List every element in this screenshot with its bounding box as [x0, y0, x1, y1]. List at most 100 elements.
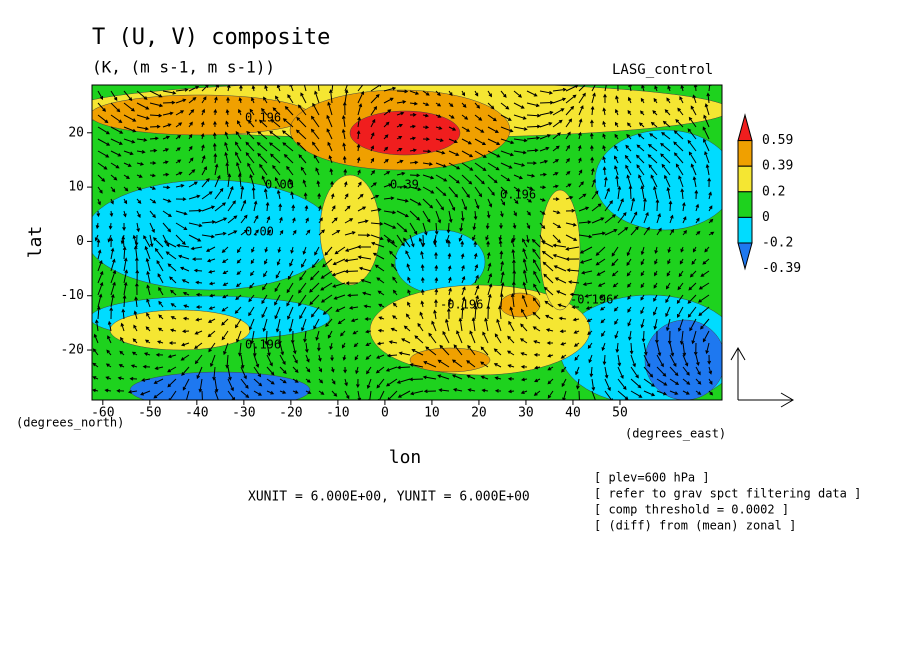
- vector-arrow: [407, 276, 411, 284]
- vector-arrow: [353, 342, 359, 348]
- vector-arrow: [357, 116, 361, 128]
- vector-arrow: [544, 300, 554, 308]
- vector-arrow: [614, 133, 619, 140]
- vector-arrow: [355, 366, 359, 375]
- vector-arrow: [281, 130, 294, 140]
- vector-arrow: [494, 333, 502, 344]
- vector-arrow: [682, 390, 690, 395]
- vector-arrow: [396, 148, 403, 152]
- vector-arrow: [448, 287, 452, 296]
- vector-arrow: [493, 348, 502, 356]
- vector-arrow: [630, 354, 636, 368]
- vector-arrow: [679, 258, 684, 265]
- vector-arrow: [552, 108, 565, 116]
- vector-arrow: [175, 147, 181, 152]
- vector-arrow: [667, 246, 672, 254]
- vector-arrow: [474, 186, 483, 198]
- vector-arrow: [212, 142, 217, 152]
- vector-arrow: [647, 154, 658, 164]
- vector-arrow: [227, 215, 238, 224]
- vector-arrow: [134, 296, 138, 308]
- vector-arrow: [110, 186, 116, 193]
- vector-arrow: [320, 294, 333, 303]
- vector-arrow: [629, 342, 634, 355]
- vector-arrow: [578, 105, 584, 116]
- vector-arrow: [487, 272, 493, 284]
- vector-arrow: [472, 234, 476, 241]
- vector-arrow: [652, 306, 658, 316]
- vector-arrow: [539, 222, 546, 230]
- vector-arrow: [224, 151, 229, 164]
- vector-arrow: [461, 186, 470, 199]
- vector-arrow: [473, 240, 478, 248]
- vector-arrow: [279, 378, 287, 384]
- vector-arrow: [201, 108, 206, 116]
- vector-arrow: [692, 246, 697, 253]
- vector-units: XUNIT = 6.000E+00, YUNIT = 6.000E+00: [248, 490, 530, 505]
- vector-arrow: [149, 222, 155, 233]
- vector-arrow: [169, 328, 177, 333]
- vector-arrow: [626, 174, 632, 188]
- vector-arrow: [654, 270, 658, 277]
- vector-arrow: [526, 234, 530, 244]
- vector-arrow: [682, 378, 691, 385]
- vector-arrow: [213, 153, 218, 164]
- vector-arrow: [149, 136, 159, 141]
- vector-arrow: [383, 196, 395, 201]
- vector-arrow: [162, 123, 172, 128]
- vector-arrow: [383, 97, 394, 104]
- vector-arrow: [221, 306, 229, 312]
- vector-arrow: [565, 105, 575, 116]
- vector-arrow: [665, 306, 671, 318]
- vector-arrow: [654, 85, 658, 92]
- vector-arrow: [409, 173, 421, 178]
- vector-arrow: [566, 268, 580, 273]
- vector-arrow: [660, 153, 671, 164]
- vector-arrow: [110, 198, 114, 205]
- vector-arrow: [554, 277, 567, 284]
- vector-arrow: [142, 364, 151, 369]
- vector-arrow: [448, 114, 455, 119]
- vector-arrow: [647, 143, 658, 152]
- vector-arrow: [311, 141, 320, 152]
- vector-arrow: [461, 102, 467, 108]
- vector-arrow: [318, 378, 324, 384]
- vector-arrow: [434, 276, 439, 284]
- vector-arrow: [435, 150, 446, 155]
- vector-arrow: [694, 189, 699, 200]
- x-unit: (degrees_east): [625, 427, 726, 441]
- vector-arrow: [578, 118, 583, 128]
- vector-arrow: [94, 234, 99, 242]
- vector-arrow: [357, 90, 365, 104]
- vector-arrow: [500, 90, 507, 98]
- vector-arrow: [92, 362, 99, 368]
- vector-arrow: [341, 114, 346, 128]
- vector-arrow: [397, 390, 411, 398]
- vector-arrow: [263, 96, 268, 104]
- vector-arrow: [702, 258, 710, 265]
- vector-arrow: [257, 130, 268, 140]
- vector-arrow: [409, 198, 422, 206]
- vector-arrow: [591, 203, 602, 212]
- vector-arrow: [448, 162, 461, 170]
- vector-arrow: [456, 330, 463, 344]
- vector-arrow: [652, 110, 658, 116]
- vector-arrow: [435, 114, 442, 118]
- vector-arrow: [474, 102, 481, 109]
- vector-arrow: [690, 105, 697, 116]
- vector-arrow: [474, 174, 485, 185]
- y-tick-label: 10: [68, 180, 84, 195]
- vector-arrow: [329, 342, 333, 351]
- vector-arrow: [390, 327, 398, 332]
- vector-arrow: [175, 197, 187, 202]
- vector-arrow: [396, 365, 411, 370]
- vector-arrow: [132, 234, 138, 248]
- vector-arrow: [175, 87, 189, 92]
- vector-arrow: [326, 128, 333, 140]
- vector-arrow: [327, 330, 333, 339]
- vector-arrow: [422, 90, 430, 96]
- vector-arrow: [602, 107, 607, 116]
- vector-arrow: [212, 132, 217, 140]
- vector-arrow: [473, 305, 478, 320]
